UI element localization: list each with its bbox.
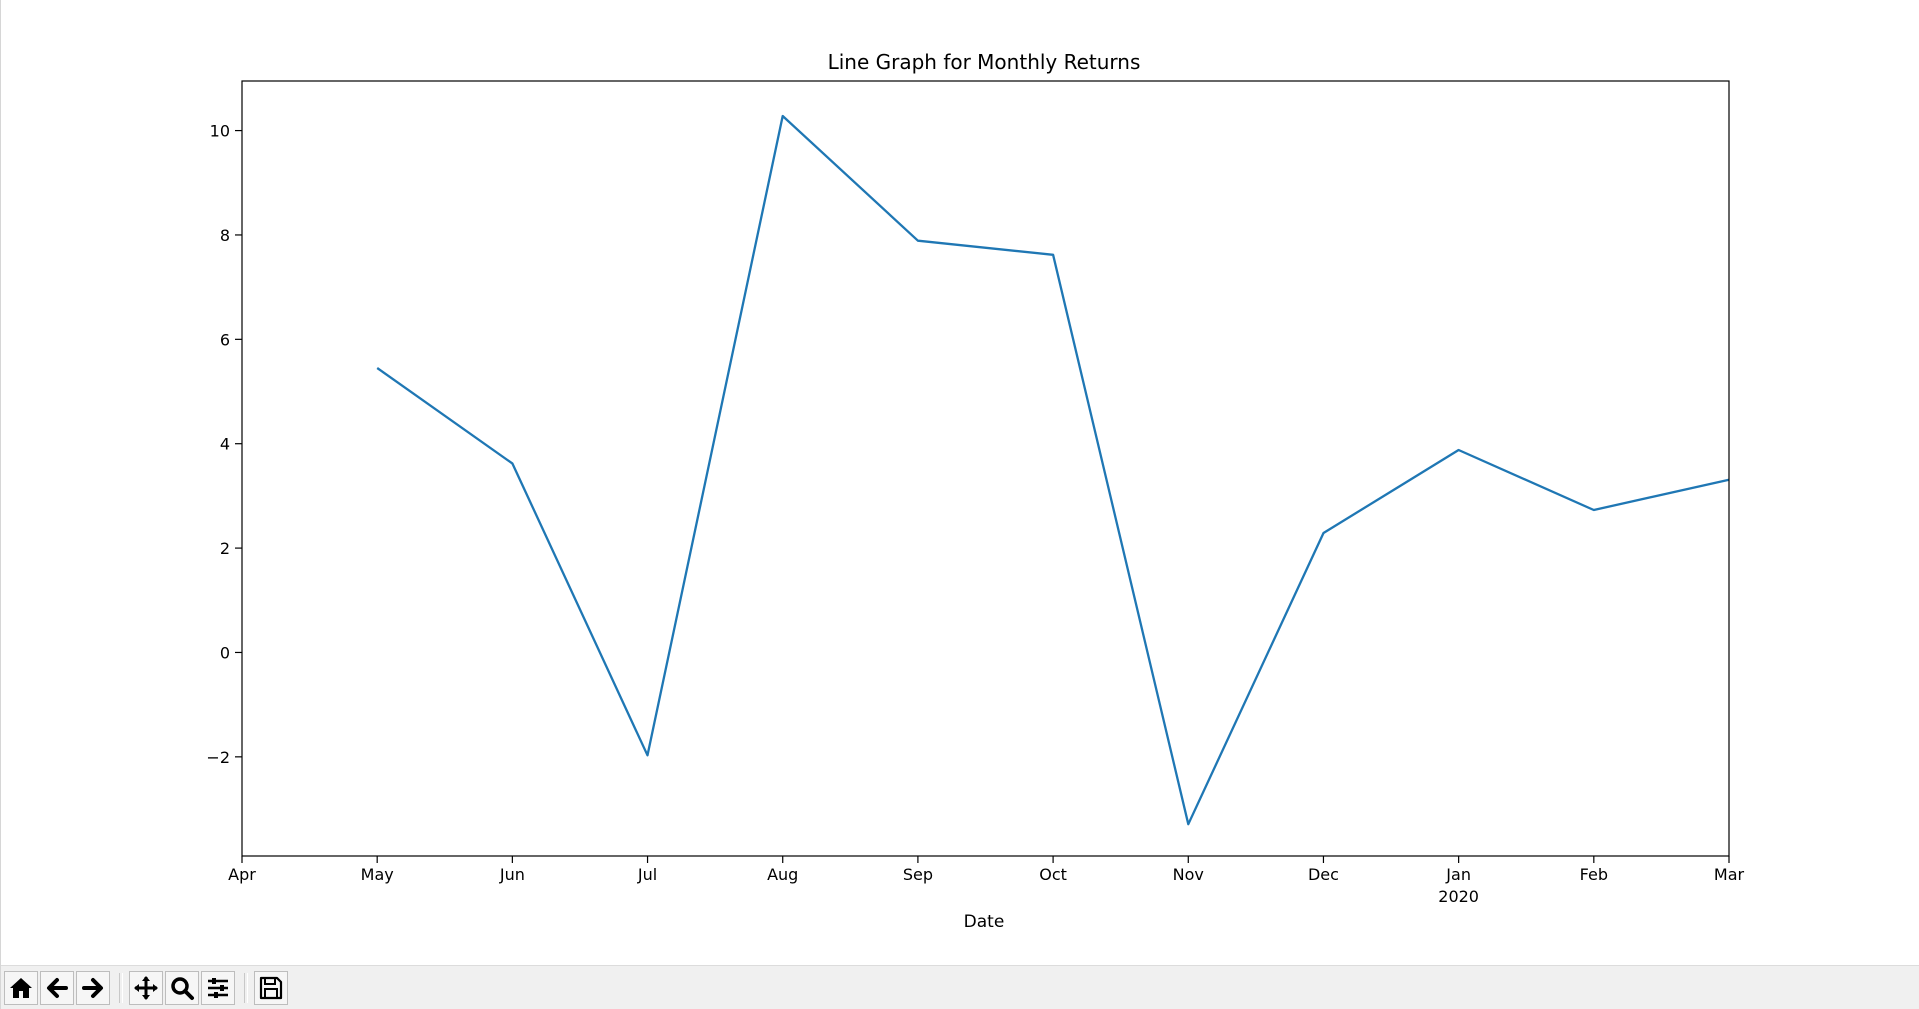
y-tick-label: 10 <box>210 122 230 141</box>
zoom-button[interactable] <box>165 971 199 1005</box>
navigation-toolbar <box>1 965 1919 1009</box>
figure-canvas: Line Graph for Monthly Returns −2 0 2 4 6 8 10… <box>1 0 1919 965</box>
x-tick-sublabel: 2020 <box>1438 887 1479 906</box>
x-tick-label: Sep <box>903 865 933 884</box>
back-button[interactable] <box>40 971 74 1005</box>
floppy-disk-icon <box>259 976 283 1000</box>
x-tick-label: Dec <box>1308 865 1339 884</box>
x-tick-label: Feb <box>1580 865 1608 884</box>
y-tick-label: 8 <box>220 226 230 245</box>
save-button[interactable] <box>254 971 288 1005</box>
x-tick-label: Apr <box>228 865 256 884</box>
home-button[interactable] <box>4 971 38 1005</box>
move-icon <box>134 976 158 1000</box>
y-tick-label: 0 <box>220 643 230 662</box>
arrow-left-icon <box>47 978 68 998</box>
x-tick-label: May <box>361 865 394 884</box>
chart-title: Line Graph for Monthly Returns <box>828 50 1141 74</box>
axes-frame <box>241 80 1730 857</box>
x-tick-label: Aug <box>767 865 798 884</box>
series-line <box>376 114 1730 826</box>
magnifier-icon <box>171 977 194 1000</box>
y-tick-label: 2 <box>220 539 230 558</box>
x-tick-label: Oct <box>1039 865 1067 884</box>
x-tick-label: Jul <box>637 865 657 884</box>
sliders-icon <box>208 978 228 998</box>
y-tick-label: 4 <box>220 435 230 454</box>
y-tick-label: 6 <box>220 330 230 349</box>
x-tick-label: Nov <box>1173 865 1204 884</box>
toolbar-separator <box>244 973 248 1003</box>
configure-subplots-button[interactable] <box>201 971 235 1005</box>
x-axis-label: Date <box>964 912 1005 932</box>
pan-button[interactable] <box>129 971 163 1005</box>
home-icon <box>10 978 32 998</box>
line-chart: Line Graph for Monthly Returns −2 0 2 4 6 8 10… <box>206 50 1745 932</box>
x-tick-label: Jun <box>499 865 525 884</box>
plot-area: −2 0 2 4 6 8 10 Apr May Jun Jul Aug Sep Oct Nov Dec Jan 2… <box>206 80 1745 906</box>
forward-button[interactable] <box>76 971 110 1005</box>
y-tick-label: −2 <box>206 748 230 767</box>
x-tick-label: Jan <box>1445 865 1471 884</box>
arrow-right-icon <box>82 978 103 998</box>
x-tick-label: Mar <box>1714 865 1745 884</box>
toolbar-separator <box>119 973 123 1003</box>
